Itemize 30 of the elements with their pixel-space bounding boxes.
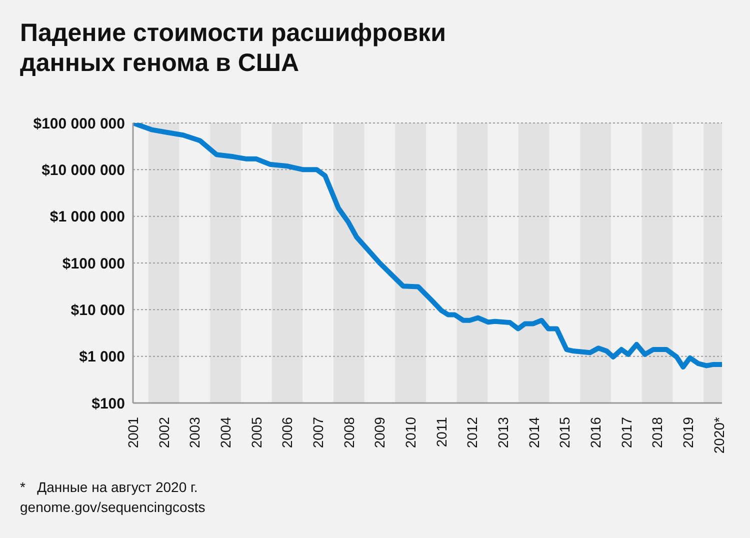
y-tick-label: $10 000	[70, 302, 125, 319]
x-tick-label: 2011	[433, 416, 450, 448]
x-tick-label: 2016	[588, 416, 604, 448]
text: * Данные на август 2020 г.	[20, 478, 199, 497]
x-tick-label: 2002	[156, 416, 172, 448]
x-tick-label: 2017	[618, 416, 634, 448]
x-tick-label: 2004	[218, 416, 234, 448]
x-tick-label: 2014	[526, 416, 542, 448]
x-tick-label: 2007	[310, 416, 326, 448]
x-tick-label: 2005	[248, 416, 264, 448]
x-tick-label: 2018	[649, 416, 666, 448]
x-tick-label: 2009	[372, 416, 388, 448]
y-tick-label: $100 000	[62, 255, 125, 272]
x-tick-label: 2008	[340, 416, 357, 448]
x-tick-label: 2003	[186, 416, 203, 448]
y-tick-label: $100 000 000	[33, 115, 125, 132]
x-tick-label: 2013	[495, 416, 512, 448]
y-tick-label: $1 000 000	[50, 208, 125, 226]
text: genome.gov/sequencingcosts	[20, 498, 206, 517]
x-tick-label: 2010	[402, 416, 419, 448]
x-tick-label: 2012	[464, 416, 480, 448]
x-tick-label: 2019	[680, 416, 696, 448]
x-tick-label: 2001	[125, 416, 141, 448]
x-tick-label: 2020*	[710, 416, 727, 454]
chart-title: Падение стоимости расшифровки данных генома в США	[20, 18, 447, 78]
y-tick-label: $10 000 000	[42, 162, 125, 179]
x-tick-label: 2006	[279, 416, 296, 448]
y-tick-label: $100	[92, 395, 125, 412]
y-tick-label: $1 000	[79, 348, 125, 366]
x-tick-label: 2015	[556, 416, 573, 448]
